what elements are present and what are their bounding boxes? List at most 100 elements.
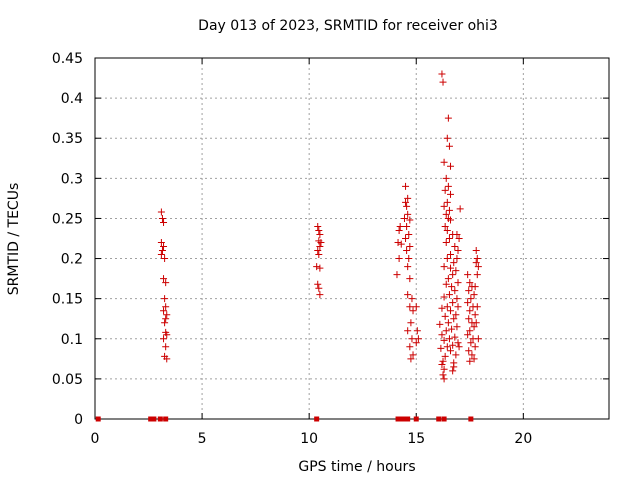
data-point: [397, 240, 405, 248]
y-tick-label: 0: [74, 412, 83, 428]
data-point: [160, 218, 168, 226]
data-point: [161, 295, 169, 303]
data-point: [470, 323, 478, 331]
data-point: [445, 235, 453, 242]
data-point: [472, 247, 480, 255]
data-point: [440, 263, 448, 271]
data-point: [163, 355, 171, 363]
data-point: [444, 182, 452, 190]
data-point: [400, 214, 408, 222]
data-point: [404, 291, 412, 299]
data-point: [317, 239, 325, 247]
gap-marker: [441, 416, 447, 422]
data-point: [157, 251, 165, 259]
data-point: [162, 303, 170, 311]
data-point: [163, 311, 171, 319]
data-point: [443, 255, 451, 263]
data-point: [315, 284, 323, 292]
data-point: [473, 303, 481, 311]
data-point: [471, 311, 479, 319]
data-point: [442, 239, 450, 247]
data-point: [314, 222, 322, 230]
data-point: [454, 247, 462, 255]
y-tick-label: 0.3: [61, 171, 83, 187]
gap-marker: [95, 416, 101, 422]
data-point: [447, 347, 455, 355]
gap-marker: [314, 416, 320, 422]
data-point: [438, 70, 446, 78]
data-point: [473, 271, 481, 279]
data-point: [450, 259, 458, 267]
x-tick-label: 5: [198, 431, 207, 447]
data-point: [443, 134, 451, 142]
gap-marker: [401, 416, 407, 422]
data-point: [409, 307, 417, 315]
data-point: [455, 343, 463, 351]
data-point: [453, 323, 461, 331]
data-point: [406, 216, 414, 224]
data-point: [468, 351, 476, 359]
data-point: [451, 287, 459, 295]
data-point: [414, 335, 422, 343]
data-point: [447, 190, 455, 198]
data-point: [436, 320, 444, 328]
data-point: [439, 371, 447, 379]
data-point: [403, 202, 411, 210]
data-point: [441, 186, 449, 194]
data-point: [443, 303, 451, 311]
data-point: [405, 255, 413, 263]
data-point: [449, 299, 457, 307]
y-axis-label: SRMTID / TECUs: [6, 183, 22, 296]
data-point: [394, 239, 402, 247]
data-point: [407, 319, 415, 327]
data-point: [449, 367, 457, 375]
data-point: [412, 303, 420, 311]
data-point: [442, 174, 450, 182]
y-tick-label: 0.35: [52, 131, 83, 147]
data-point: [443, 343, 451, 351]
gap-marker: [468, 416, 474, 422]
data-point: [316, 243, 324, 251]
data-point: [161, 319, 169, 327]
data-point: [443, 226, 451, 234]
gap-marker: [151, 416, 157, 422]
data-point: [440, 365, 448, 373]
data-point: [405, 230, 413, 238]
data-point: [453, 255, 461, 263]
chart-title: Day 013 of 2023, SRMTID for receiver ohi…: [198, 18, 498, 34]
data-point: [474, 263, 482, 271]
data-point: [438, 304, 446, 312]
data-point: [456, 205, 464, 213]
y-tick-label: 0.45: [52, 51, 83, 67]
data-point: [451, 333, 459, 341]
gap-marker: [157, 416, 163, 422]
data-point: [466, 357, 474, 365]
data-point: [158, 214, 166, 222]
x-tick-labels: 0 5 10 15 20: [91, 431, 533, 447]
data-point: [454, 339, 462, 347]
data-point: [472, 319, 480, 327]
data-point: [162, 279, 170, 287]
axis-ticks: [94, 57, 609, 420]
data-point: [450, 363, 458, 371]
data-point: [161, 255, 169, 263]
data-point: [449, 271, 457, 279]
data-point: [402, 182, 410, 190]
data-point: [440, 336, 448, 344]
data-point: [409, 351, 417, 359]
data-point: [404, 263, 412, 271]
data-point: [466, 327, 474, 335]
data-point: [441, 352, 449, 360]
data-point: [316, 230, 324, 238]
data-point: [447, 162, 455, 170]
x-tick-label: 15: [407, 431, 425, 447]
data-point: [162, 315, 170, 323]
data-point: [448, 325, 456, 333]
data-point: [445, 206, 453, 214]
data-point: [452, 267, 460, 275]
data-point: [448, 283, 456, 291]
y-tick-label: 0.05: [52, 372, 83, 388]
y-tick-label: 0.2: [61, 252, 83, 268]
y-tick-label: 0.4: [61, 91, 83, 107]
